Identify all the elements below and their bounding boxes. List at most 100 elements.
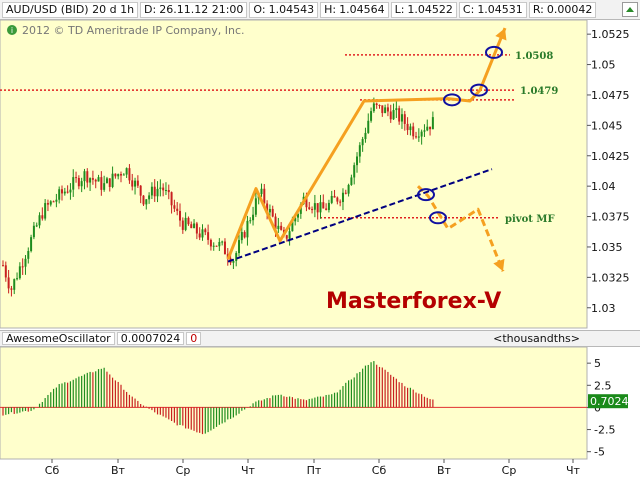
candle-body — [358, 145, 361, 157]
candle-body — [322, 202, 325, 209]
high-field: H: 1.04564 — [320, 1, 389, 18]
candle-body — [100, 177, 103, 190]
candle-body — [403, 114, 406, 124]
date-label: D: — [144, 3, 157, 16]
candle-body — [120, 174, 123, 176]
candle-body — [316, 203, 319, 213]
watermark: Masterforex-V — [326, 289, 501, 314]
candle — [86, 168, 89, 188]
level-label-0: 1.0508 — [515, 51, 553, 62]
marker-ellipse-1 — [470, 83, 488, 97]
candle-body — [167, 189, 170, 193]
candle — [409, 123, 412, 136]
candle — [252, 206, 255, 226]
candle — [83, 168, 86, 190]
candle-body — [4, 265, 7, 278]
candle — [223, 238, 226, 255]
candle — [52, 200, 55, 203]
candle-body — [313, 203, 316, 210]
candle — [221, 240, 224, 246]
candle — [311, 206, 314, 214]
candle-body — [125, 168, 128, 175]
y-tick-label-8: 1.0325 — [591, 271, 630, 284]
candle — [24, 255, 27, 275]
x-tick-label-0: Сб — [45, 464, 60, 477]
candle — [105, 176, 108, 184]
candle-body — [223, 241, 226, 255]
candle-body — [195, 223, 198, 234]
candle — [148, 192, 151, 204]
candle — [108, 178, 111, 192]
candle — [271, 205, 274, 218]
candle-body — [420, 131, 423, 137]
candle-body — [61, 189, 64, 194]
candle — [254, 192, 257, 218]
candle — [386, 103, 389, 117]
candle — [100, 171, 103, 196]
oscillator-name-field[interactable]: AwesomeOscillator — [2, 332, 115, 345]
candle — [173, 199, 176, 213]
candle — [195, 221, 198, 240]
candle-body — [108, 178, 111, 187]
candle-body — [44, 203, 47, 219]
candle — [128, 164, 131, 184]
arrow-up-icon — [626, 7, 634, 12]
oscillator-panel-bg — [0, 346, 588, 460]
candle-body — [21, 266, 24, 268]
range-label: R: — [532, 3, 544, 16]
wave-down-arrowhead — [493, 258, 505, 272]
x-tick-label-6: Вт — [437, 464, 452, 477]
candle — [159, 179, 162, 197]
candle-body — [83, 171, 86, 182]
x-tick-label-7: Ср — [502, 464, 517, 477]
candle — [367, 113, 370, 134]
candle-body — [58, 189, 61, 200]
candle — [75, 171, 78, 183]
candle — [58, 186, 61, 204]
candle-body — [400, 114, 403, 122]
ao-current-badge — [588, 394, 628, 409]
candle — [111, 166, 114, 189]
low-label: L: — [394, 3, 405, 16]
oscillator-flag: 0 — [190, 332, 198, 345]
expand-button[interactable] — [622, 2, 638, 17]
y-tick-label-6: 1.0375 — [591, 211, 630, 224]
candle-body — [381, 105, 384, 114]
candle — [91, 170, 94, 185]
candle — [426, 119, 429, 132]
candle-body — [344, 192, 347, 194]
candle — [260, 183, 263, 197]
candle-body — [266, 203, 269, 213]
candle-body — [268, 208, 271, 213]
candle — [21, 258, 24, 275]
candle-body — [69, 189, 72, 193]
candle-body — [294, 217, 297, 222]
candle — [181, 217, 184, 234]
candle-body — [97, 177, 100, 182]
wave-up-path — [226, 27, 507, 260]
symbol-text: AUD/USD (BID) 20 d 1h — [6, 3, 135, 16]
candle — [235, 251, 238, 267]
candle-body — [38, 215, 41, 226]
candle-body — [170, 192, 173, 206]
symbol-field[interactable]: AUD/USD (BID) 20 d 1h — [2, 1, 139, 18]
oscillator-name: AwesomeOscillator — [6, 332, 111, 345]
marker-ellipse-3 — [417, 188, 435, 202]
y-tick-label-7: 1.035 — [591, 241, 623, 254]
candle-body — [193, 223, 196, 229]
candle-body — [117, 174, 120, 177]
x-tick-label-3: Чт — [241, 464, 256, 477]
candle-body — [336, 197, 339, 202]
candle — [322, 194, 325, 209]
candle — [201, 224, 204, 241]
candle — [167, 184, 170, 200]
candle-body — [395, 108, 398, 111]
candle-body — [94, 179, 97, 182]
oscillator-value-field: 0.0007024 — [116, 332, 185, 345]
candle-body — [288, 231, 291, 239]
candle — [350, 174, 353, 186]
candle — [55, 193, 58, 208]
candle — [41, 207, 44, 221]
wave-up-arrowhead — [495, 28, 507, 41]
candle-body — [212, 245, 215, 247]
